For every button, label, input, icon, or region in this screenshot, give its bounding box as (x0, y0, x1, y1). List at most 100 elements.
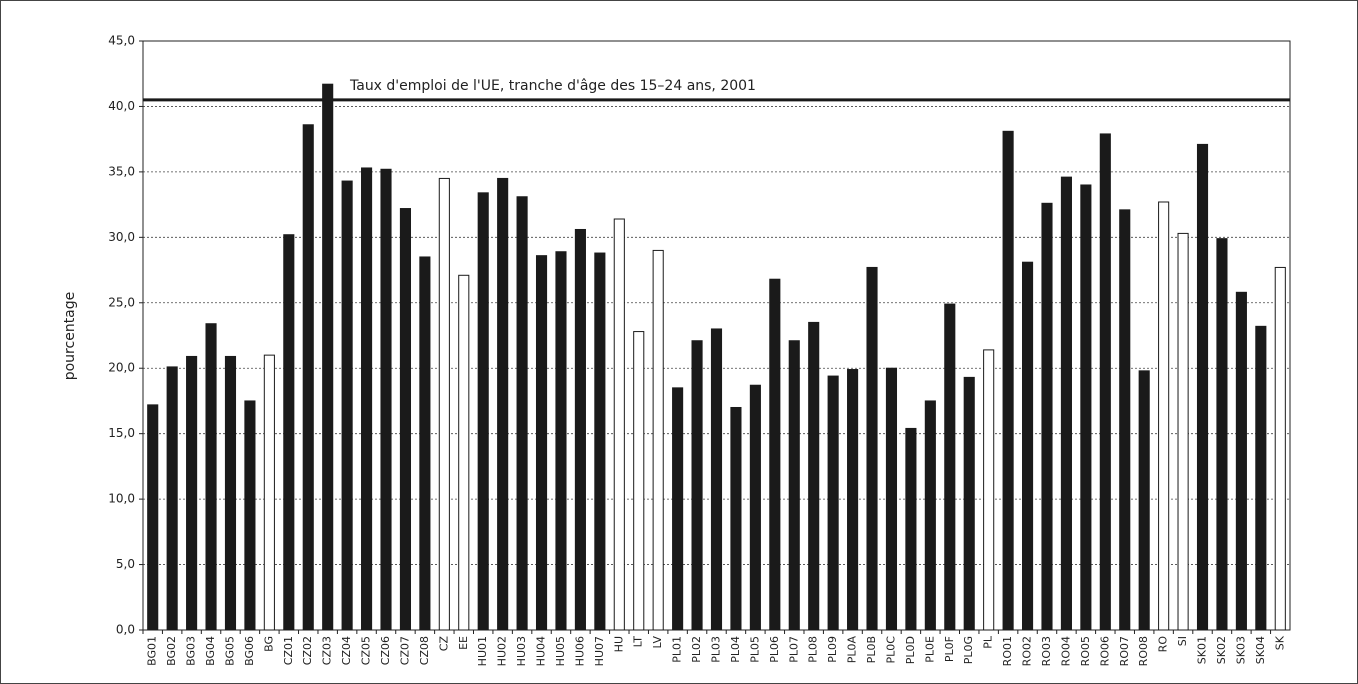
y-tick-label: 30,0 (108, 230, 135, 244)
x-tick-label: BG02 (165, 636, 178, 666)
bar (944, 303, 956, 631)
bar (263, 354, 275, 631)
bar (594, 252, 606, 631)
bar (399, 208, 412, 631)
x-tick-label: CZ07 (398, 636, 411, 665)
x-tick-label: PL07 (787, 636, 800, 663)
reference-label: Taux d'emploi de l'UE, tranche d'âge des… (349, 78, 756, 94)
bar (963, 376, 975, 631)
x-tick-label: SK01 (1196, 636, 1209, 664)
y-tick-label: 35,0 (108, 164, 135, 178)
bar (1021, 261, 1034, 631)
x-tick-label: PL02 (690, 636, 703, 663)
bar (769, 278, 781, 631)
bar (555, 251, 567, 631)
x-tick-label: RO02 (1021, 636, 1034, 666)
x-tick-label: RO08 (1137, 636, 1150, 666)
bar (1235, 291, 1247, 631)
bar (166, 366, 178, 631)
x-tick-label: CZ08 (418, 636, 431, 665)
bar (983, 349, 995, 631)
y-tick-label: 10,0 (108, 492, 135, 506)
bar (1216, 238, 1228, 631)
bar (730, 406, 742, 631)
x-tick-label: PL0E (923, 636, 936, 663)
bar (749, 384, 761, 631)
bar (847, 369, 859, 631)
x-tick-label: CZ02 (301, 636, 314, 665)
bar (361, 167, 373, 631)
x-tick-label: PL0A (846, 636, 859, 664)
x-tick-label: BG03 (185, 636, 198, 666)
x-tick-label: PL08 (807, 636, 820, 663)
y-tick-label: 45,0 (108, 34, 135, 48)
x-tick-label: CZ (437, 636, 450, 652)
bar (652, 249, 664, 631)
bar (1196, 143, 1209, 631)
x-tick-label: PL06 (768, 636, 781, 663)
bar (1080, 184, 1092, 631)
bar (827, 375, 839, 631)
x-tick-label: PL05 (748, 636, 761, 663)
y-tick-label: 40,0 (108, 99, 135, 113)
x-tick-label: RO (1157, 636, 1170, 653)
y-tick-label: 25,0 (108, 295, 135, 309)
y-tick-label: 5,0 (116, 557, 135, 571)
x-tick-label: HU06 (573, 636, 586, 666)
x-tick-label: HU (612, 636, 625, 652)
x-tick-label: RO07 (1118, 636, 1131, 666)
x-tick-label: RO03 (1040, 636, 1053, 666)
x-tick-label: BG05 (223, 636, 236, 666)
x-tick-label: LV (651, 636, 664, 649)
bar (458, 274, 470, 631)
bar (633, 331, 645, 631)
bar (905, 427, 917, 631)
bar (1119, 209, 1131, 631)
x-tick-label: PL0F (943, 636, 956, 662)
x-tick-label: EE (457, 636, 470, 650)
bar (613, 218, 625, 631)
bar (1274, 266, 1286, 631)
bar (1041, 202, 1053, 631)
x-tick-label: PL0D (904, 636, 917, 664)
bar (535, 255, 548, 631)
bar (808, 321, 820, 631)
bar (516, 196, 528, 631)
x-tick-label: SI (1176, 636, 1189, 646)
x-tick-label: HU05 (554, 636, 567, 666)
x-tick-label: BG06 (243, 636, 256, 666)
x-tick-label: PL01 (671, 636, 684, 663)
x-tick-label: HU03 (515, 636, 528, 666)
x-tick-label: HU02 (496, 636, 509, 666)
bar (224, 355, 237, 631)
y-axis-label: pourcentage (62, 292, 78, 381)
x-tick-label: SK04 (1254, 636, 1267, 664)
bar (691, 340, 703, 631)
x-tick-label: HU01 (476, 636, 489, 666)
bar (322, 83, 334, 631)
bar (1255, 325, 1267, 631)
x-tick-label: CZ05 (360, 636, 373, 665)
x-tick-label: PL0B (865, 636, 878, 663)
x-tick-label: CZ03 (321, 636, 334, 665)
bar (419, 256, 431, 631)
bar (574, 228, 586, 631)
x-tick-label: BG (262, 636, 275, 652)
bar (1177, 232, 1189, 631)
x-tick-label: HU07 (593, 636, 606, 666)
bar (710, 328, 723, 631)
bar (380, 168, 392, 631)
bar (1060, 176, 1072, 631)
y-tick-label: 15,0 (108, 426, 135, 440)
x-tick-label: RO06 (1098, 636, 1111, 666)
x-tick-label: PL04 (729, 636, 742, 663)
x-tick-label: RO05 (1079, 636, 1092, 666)
bar (866, 266, 878, 631)
bar (672, 387, 684, 631)
bar (205, 323, 217, 631)
bar (302, 124, 314, 631)
x-tick-label: SK03 (1234, 636, 1247, 664)
x-tick-label: PL09 (826, 636, 839, 663)
bar (147, 404, 159, 631)
